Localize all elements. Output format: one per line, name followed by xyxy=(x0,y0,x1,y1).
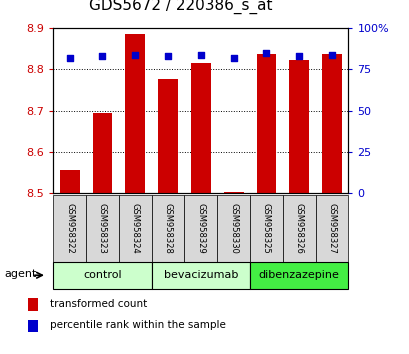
Bar xyxy=(60,170,79,193)
Text: GSM958324: GSM958324 xyxy=(130,203,139,254)
Text: GSM958322: GSM958322 xyxy=(65,203,74,254)
Text: GDS5672 / 220386_s_at: GDS5672 / 220386_s_at xyxy=(88,0,272,14)
Point xyxy=(230,55,236,61)
Bar xyxy=(321,54,341,193)
Text: GSM958328: GSM958328 xyxy=(163,203,172,254)
Text: GSM958325: GSM958325 xyxy=(261,203,270,254)
Bar xyxy=(223,192,243,193)
Point xyxy=(197,52,204,57)
Text: GSM958329: GSM958329 xyxy=(196,203,205,254)
Bar xyxy=(217,195,249,262)
Text: GSM958326: GSM958326 xyxy=(294,203,303,254)
Bar xyxy=(282,195,315,262)
Text: dibenzazepine: dibenzazepine xyxy=(258,270,339,280)
Bar xyxy=(158,79,178,193)
Bar xyxy=(53,262,151,289)
Bar xyxy=(289,61,308,193)
Text: control: control xyxy=(83,270,121,280)
Bar xyxy=(53,195,86,262)
Bar xyxy=(151,262,249,289)
Point xyxy=(66,55,73,61)
Text: agent: agent xyxy=(4,269,36,279)
Bar xyxy=(249,195,282,262)
Bar xyxy=(151,195,184,262)
Bar xyxy=(256,54,276,193)
Bar xyxy=(125,34,145,193)
Point xyxy=(328,52,335,57)
Text: transformed count: transformed count xyxy=(50,299,147,309)
Text: GSM958327: GSM958327 xyxy=(327,203,336,254)
Point xyxy=(132,52,138,57)
Text: bevacizumab: bevacizumab xyxy=(163,270,238,280)
Bar xyxy=(28,298,38,311)
Bar xyxy=(86,195,119,262)
Bar xyxy=(119,195,151,262)
Point xyxy=(99,53,106,59)
Point xyxy=(164,53,171,59)
Bar xyxy=(92,113,112,193)
Point xyxy=(295,53,302,59)
Bar xyxy=(184,195,217,262)
Bar xyxy=(315,195,348,262)
Text: GSM958330: GSM958330 xyxy=(229,203,238,254)
Bar xyxy=(191,63,210,193)
Text: GSM958323: GSM958323 xyxy=(98,203,107,254)
Bar xyxy=(249,262,348,289)
Bar xyxy=(28,320,38,332)
Point xyxy=(263,50,269,56)
Text: percentile rank within the sample: percentile rank within the sample xyxy=(50,320,225,330)
